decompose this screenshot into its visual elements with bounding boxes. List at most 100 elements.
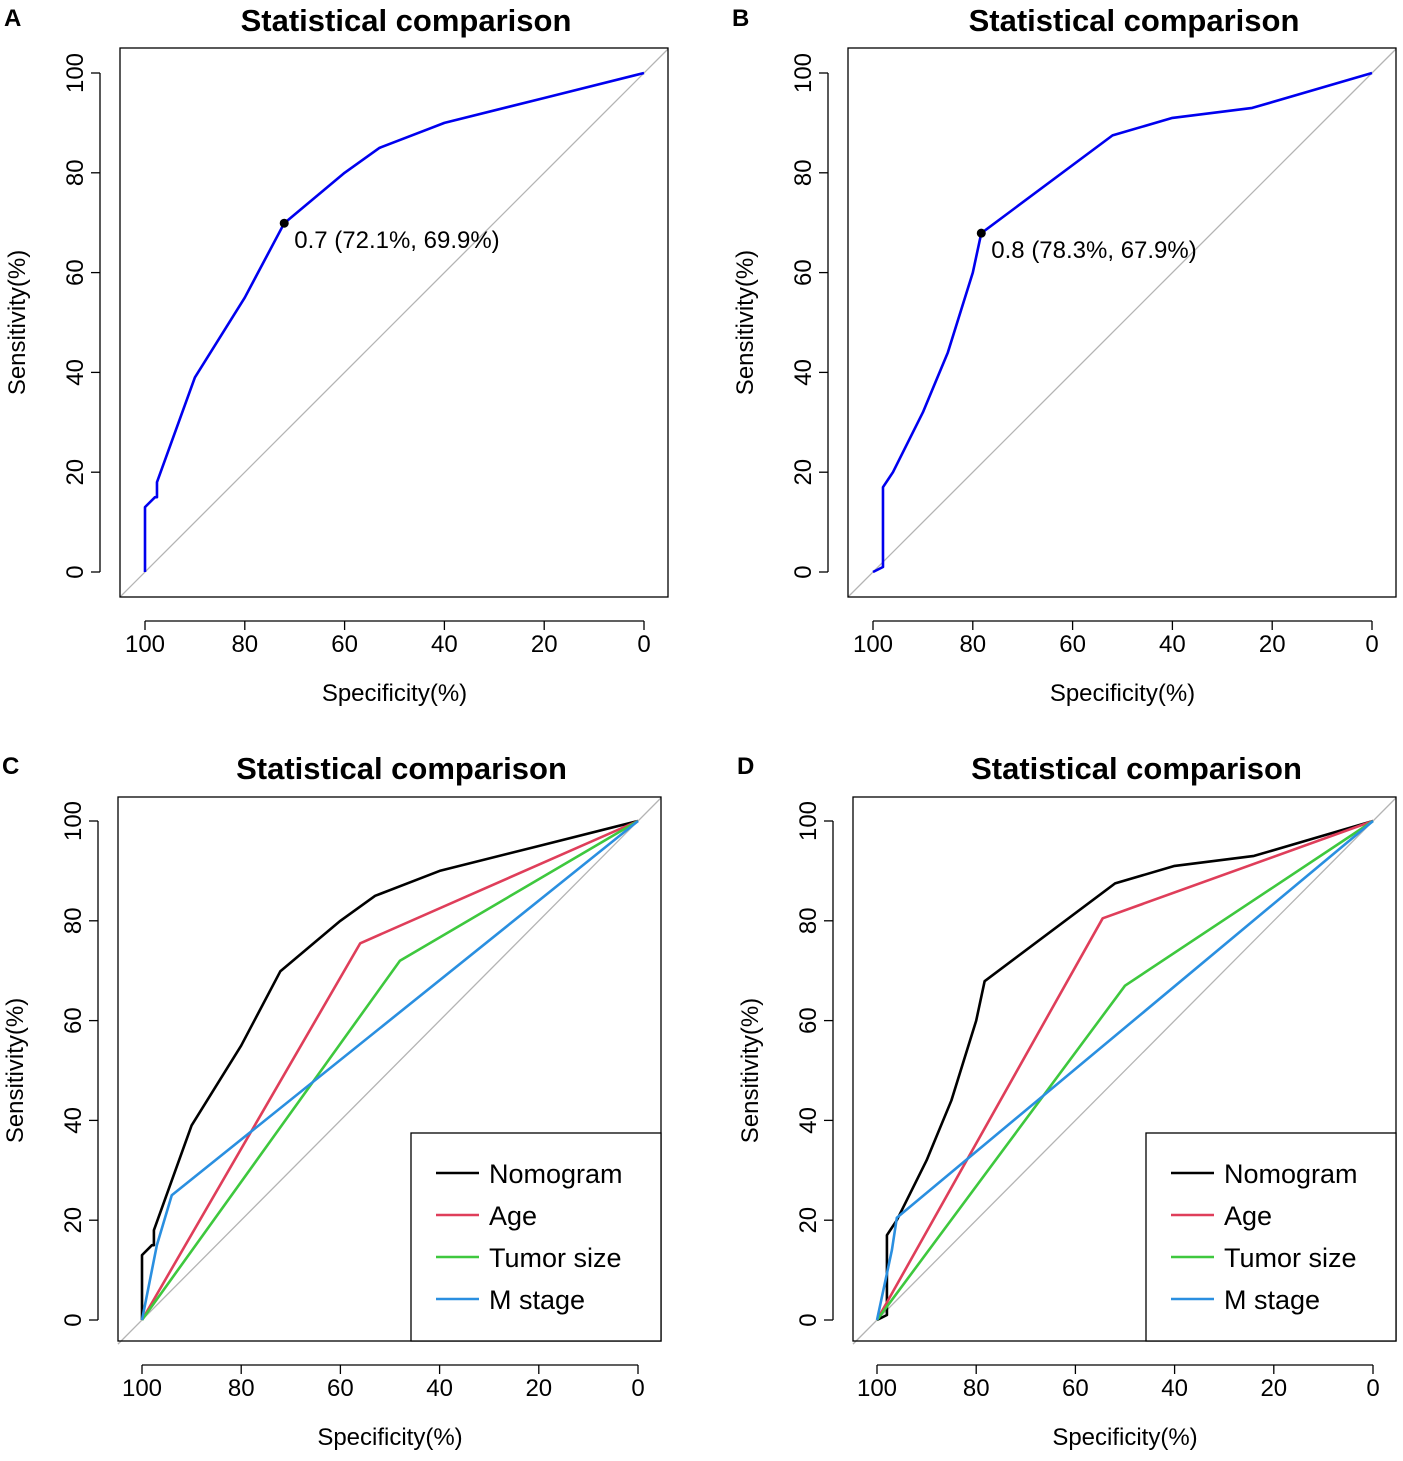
- y-tick-label: 80: [790, 159, 817, 186]
- y-tick-label: 60: [60, 1007, 87, 1034]
- roc-line-m-stage: [875, 820, 1374, 1321]
- y-axis-label: Sensitivity(%): [737, 998, 764, 1143]
- panel-letter: C: [2, 753, 19, 780]
- panel-letter: B: [732, 5, 749, 32]
- roc-line-tumor-size: [140, 819, 639, 1321]
- roc-line-tumor-size: [875, 819, 1374, 1321]
- panel-c: C Statistical comparison 100 80 60 40 20 0 Speci…: [2, 751, 662, 1451]
- reference-diagonal: [117, 797, 662, 1345]
- x-tick-label: 60: [1059, 631, 1086, 658]
- x-tick-label: 20: [531, 631, 558, 658]
- panel-a: A Statistical comparison 0.7 (72.1%, 69.9%…: [4, 3, 669, 707]
- y-tick-label: 0: [60, 1313, 87, 1326]
- chart-title: Statistical comparison: [971, 751, 1302, 786]
- y-tick-label: 100: [60, 801, 87, 841]
- y-tick-label: 40: [795, 1107, 822, 1134]
- cutoff-point: [976, 228, 986, 238]
- roc-line-nomogram: [876, 819, 1374, 1322]
- x-tick-label: 40: [1161, 1375, 1188, 1402]
- x-tick-label: 80: [228, 1375, 255, 1402]
- legend-box: [410, 1132, 662, 1342]
- y-tick-label: 80: [62, 159, 89, 186]
- x-tick-label: 20: [1259, 631, 1286, 658]
- plot-frame: [117, 796, 662, 1342]
- legend-label-m-stage: M stage: [489, 1285, 585, 1315]
- panel-letter: A: [4, 5, 21, 32]
- chart-title: Statistical comparison: [241, 3, 572, 38]
- y-tick-label: 100: [795, 801, 822, 841]
- x-tick-label: 20: [525, 1375, 552, 1402]
- y-tick-label: 20: [790, 459, 817, 486]
- legend-box: [1145, 1132, 1397, 1342]
- x-tick-label: 40: [431, 631, 458, 658]
- legend-label-m-stage: M stage: [1224, 1285, 1320, 1315]
- y-tick-label: 80: [60, 907, 87, 934]
- y-axis-label: Sensitivity(%): [4, 250, 31, 395]
- y-tick-label: 0: [62, 565, 89, 578]
- roc-line-age: [875, 819, 1374, 1321]
- chart-title: Statistical comparison: [236, 751, 567, 786]
- x-axis-label: Specificity(%): [317, 1424, 462, 1451]
- x-tick-label: 0: [637, 631, 650, 658]
- y-axis-label: Sensitivity(%): [2, 998, 29, 1143]
- plot-frame: [119, 47, 669, 598]
- y-tick-label: 20: [60, 1207, 87, 1234]
- legend-label-tumor-size: Tumor size: [489, 1243, 622, 1273]
- y-tick-label: 100: [790, 53, 817, 93]
- x-tick-label: 60: [327, 1375, 354, 1402]
- roc-line-roc: [872, 71, 1373, 574]
- x-tick-label: 80: [231, 631, 258, 658]
- plot-frame: [847, 47, 1397, 598]
- y-tick-label: 20: [62, 459, 89, 486]
- x-axis-label: Specificity(%): [322, 680, 467, 707]
- panel-d: D Statistical comparison 100 80 60 40 20 0 Speci…: [737, 751, 1397, 1451]
- x-tick-label: 100: [122, 1375, 162, 1402]
- plot-frame: [852, 796, 1397, 1342]
- x-axis-label: Specificity(%): [1052, 1424, 1197, 1451]
- x-tick-label: 0: [1366, 1375, 1379, 1402]
- y-tick-label: 40: [790, 359, 817, 386]
- y-tick-label: 80: [795, 907, 822, 934]
- roc-line-nomogram: [140, 819, 639, 1320]
- roc-line-age: [140, 819, 639, 1321]
- x-axis-label: Specificity(%): [1050, 680, 1195, 707]
- legend-label-tumor-size: Tumor size: [1224, 1243, 1357, 1273]
- legend-label-age: Age: [489, 1201, 537, 1231]
- x-tick-label: 80: [959, 631, 986, 658]
- x-tick-label: 100: [125, 631, 165, 658]
- y-tick-label: 20: [795, 1207, 822, 1234]
- x-tick-label: 40: [1159, 631, 1186, 658]
- y-tick-label: 0: [795, 1313, 822, 1326]
- y-tick-label: 60: [795, 1007, 822, 1034]
- legend: Nomogram Age Tumor size M stage: [410, 1132, 662, 1342]
- legend-label-age: Age: [1224, 1201, 1272, 1231]
- panel-letter: D: [737, 753, 754, 780]
- x-tick-label: 60: [1062, 1375, 1089, 1402]
- panel-b: B Statistical comparison 0.8 (78.3%, 67.9%…: [732, 3, 1397, 707]
- cutoff-label: 0.7 (72.1%, 69.9%): [294, 227, 499, 254]
- x-tick-label: 100: [857, 1375, 897, 1402]
- reference-diagonal: [847, 48, 1397, 598]
- x-tick-label: 0: [631, 1375, 644, 1402]
- reference-diagonal: [119, 48, 669, 598]
- y-tick-label: 60: [790, 259, 817, 286]
- y-tick-label: 60: [62, 259, 89, 286]
- y-axis-label: Sensitivity(%): [732, 250, 759, 395]
- x-tick-label: 20: [1260, 1375, 1287, 1402]
- x-tick-label: 80: [963, 1375, 990, 1402]
- x-tick-label: 0: [1365, 631, 1378, 658]
- x-tick-label: 40: [426, 1375, 453, 1402]
- roc-line-m-stage: [140, 819, 639, 1321]
- x-tick-label: 100: [853, 631, 893, 658]
- legend: Nomogram Age Tumor size M stage: [1145, 1132, 1397, 1342]
- legend-label-nomogram: Nomogram: [489, 1159, 623, 1189]
- y-tick-label: 40: [62, 359, 89, 386]
- y-tick-label: 100: [62, 53, 89, 93]
- y-tick-label: 0: [790, 565, 817, 578]
- chart-title: Statistical comparison: [969, 3, 1300, 38]
- y-tick-label: 40: [60, 1107, 87, 1134]
- reference-diagonal: [852, 797, 1397, 1345]
- cutoff-label: 0.8 (78.3%, 67.9%): [991, 237, 1196, 264]
- x-tick-label: 60: [331, 631, 358, 658]
